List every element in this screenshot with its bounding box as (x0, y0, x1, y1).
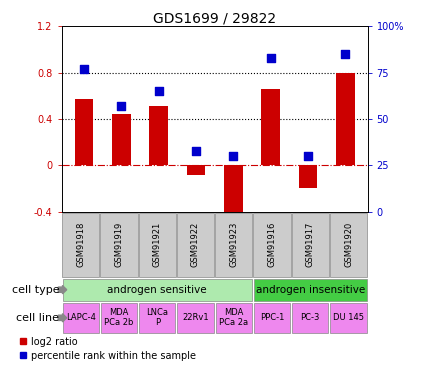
Text: cell type: cell type (12, 285, 60, 295)
Bar (292, 303, 329, 333)
Point (267, 55, 274, 61)
Text: GSM91916: GSM91916 (267, 222, 277, 267)
Point (305, 153, 312, 159)
Text: LNCa
P: LNCa P (146, 309, 168, 327)
Point (118, 103, 125, 109)
Text: androgen sensitive: androgen sensitive (108, 285, 207, 295)
Bar (62, 303, 99, 333)
Bar (215, 303, 252, 333)
Bar (75, 99, 94, 165)
Legend: log2 ratio, percentile rank within the sample: log2 ratio, percentile rank within the s… (17, 335, 198, 363)
Point (230, 153, 237, 159)
Bar (336, 73, 354, 165)
Bar (253, 213, 291, 277)
Bar (330, 303, 367, 333)
Bar (101, 303, 137, 333)
Text: GSM91917: GSM91917 (306, 222, 315, 267)
Text: GSM91919: GSM91919 (114, 222, 124, 267)
Text: DU 145: DU 145 (333, 314, 364, 322)
Point (193, 148, 199, 154)
Text: 22Rv1: 22Rv1 (182, 314, 209, 322)
Text: MDA
PCa 2a: MDA PCa 2a (219, 309, 248, 327)
Bar (177, 303, 214, 333)
Bar (330, 213, 367, 277)
Text: GSM91921: GSM91921 (153, 222, 162, 267)
Point (155, 88, 162, 94)
Bar (62, 213, 99, 277)
Bar (149, 106, 168, 165)
Text: androgen insensitive: androgen insensitive (255, 285, 365, 295)
Text: MDA
PCa 2b: MDA PCa 2b (104, 309, 134, 327)
Text: GSM91918: GSM91918 (76, 222, 85, 267)
Title: GDS1699 / 29822: GDS1699 / 29822 (153, 11, 276, 25)
Text: cell line: cell line (17, 313, 60, 323)
Bar (254, 279, 367, 301)
Bar (139, 303, 176, 333)
Text: LAPC-4: LAPC-4 (66, 314, 96, 322)
Bar (292, 213, 329, 277)
Bar (100, 213, 138, 277)
Bar (254, 303, 290, 333)
Bar (177, 213, 214, 277)
Point (81, 66, 88, 72)
Text: PPC-1: PPC-1 (260, 314, 284, 322)
Text: GSM91923: GSM91923 (229, 222, 238, 267)
Text: PC-3: PC-3 (300, 314, 320, 322)
Point (342, 51, 348, 57)
Bar (299, 165, 317, 188)
Bar (261, 89, 280, 165)
Bar (224, 165, 243, 216)
Text: GSM91920: GSM91920 (344, 222, 353, 267)
Bar (215, 213, 252, 277)
Bar (187, 165, 205, 175)
Bar (139, 213, 176, 277)
Bar (62, 279, 252, 301)
Text: GSM91922: GSM91922 (191, 222, 200, 267)
Bar (112, 114, 130, 165)
